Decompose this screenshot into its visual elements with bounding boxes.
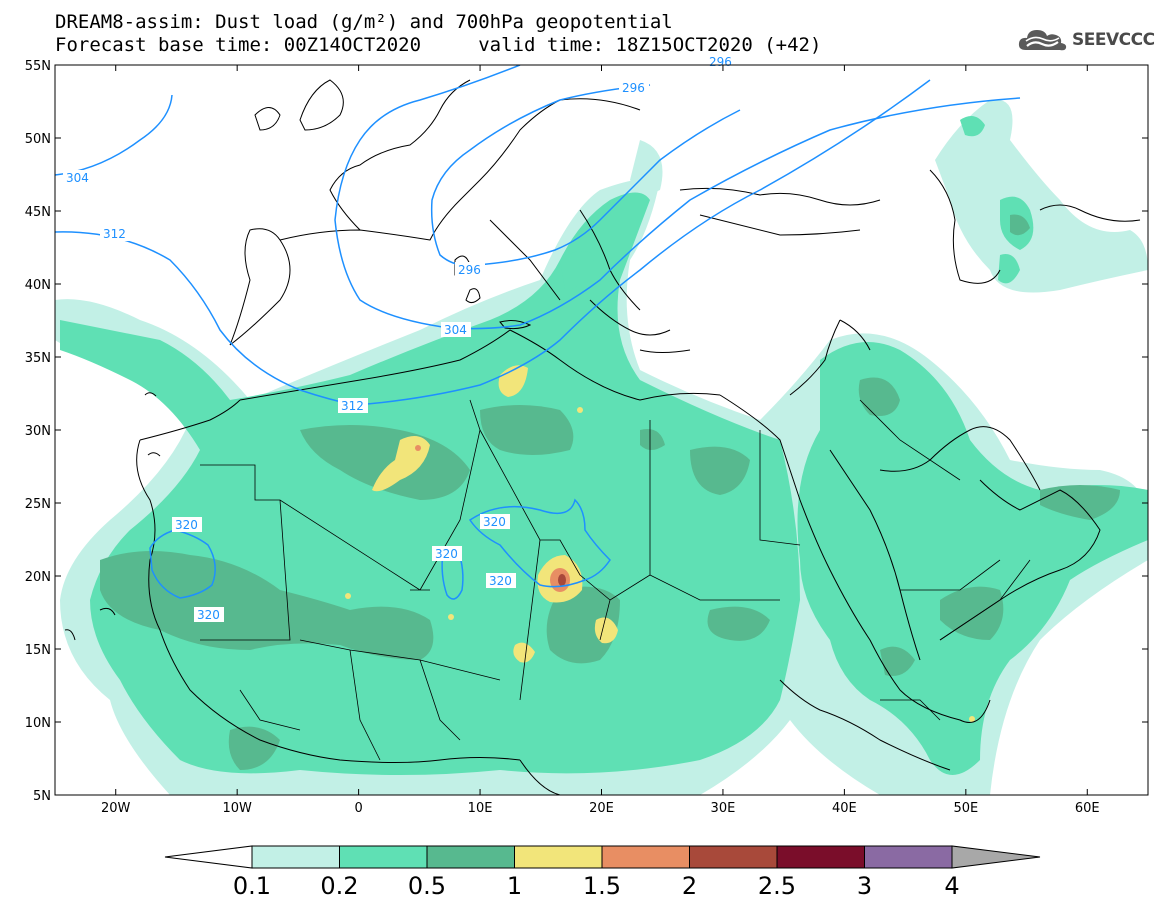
colorbar-label: 1 bbox=[507, 872, 522, 900]
lon-tick-label: 10E bbox=[468, 801, 493, 816]
svg-text:312: 312 bbox=[341, 399, 364, 413]
geopotential-contours bbox=[55, 65, 1021, 600]
colorbar-swatch bbox=[776, 845, 865, 869]
lat-tick-label: 15N bbox=[25, 643, 51, 658]
contour-label: 312 bbox=[100, 226, 130, 241]
country-borders bbox=[200, 399, 1031, 761]
colorbar-swatch bbox=[339, 845, 428, 869]
colorbar-label: 2 bbox=[682, 872, 697, 900]
colorbar-label: 3 bbox=[857, 872, 872, 900]
colorbar-label: 2.5 bbox=[758, 872, 796, 900]
colorbar-label: 0.1 bbox=[233, 872, 271, 900]
map-title: DREAM8-assim: Dust load (g/m²) and 700hP… bbox=[55, 11, 673, 33]
colorbar-swatch bbox=[689, 845, 778, 869]
cloud-icon bbox=[1018, 30, 1067, 51]
lat-tick-label: 55N bbox=[25, 59, 51, 74]
contour-label: 296 bbox=[706, 55, 736, 70]
lat-tick-label: 50N bbox=[25, 132, 51, 147]
colorbar-swatch bbox=[251, 845, 340, 869]
colorbar-swatch bbox=[864, 845, 953, 869]
lon-tick-label: 20E bbox=[589, 801, 614, 816]
contour-label: 320 bbox=[486, 573, 516, 588]
colorbar-swatch bbox=[601, 845, 690, 869]
svg-text:320: 320 bbox=[197, 608, 220, 622]
colorbar-max-arrow bbox=[951, 845, 1041, 869]
lon-tick-label: 30E bbox=[711, 801, 736, 816]
lat-tick-label: 20N bbox=[25, 570, 51, 585]
colorbar-label: 1.5 bbox=[583, 872, 621, 900]
lon-tick-label: 20W bbox=[101, 801, 131, 816]
svg-text:304: 304 bbox=[444, 323, 467, 337]
contour-label: 304 bbox=[441, 322, 471, 337]
colorbar-swatch bbox=[514, 845, 603, 869]
logo-text: SEEVCCC bbox=[1072, 30, 1155, 50]
lat-tick-label: 5N bbox=[33, 789, 51, 804]
contour-labels: 304 312 296 296 304 312 320 320 320 320 … bbox=[63, 55, 736, 622]
contour-label: 304 bbox=[63, 170, 93, 185]
svg-text:296: 296 bbox=[622, 81, 645, 95]
svg-text:296: 296 bbox=[458, 263, 481, 277]
contour-label: 320 bbox=[172, 517, 202, 532]
lat-tick-label: 35N bbox=[25, 351, 51, 366]
lon-tick-label: 40E bbox=[832, 801, 857, 816]
contour-label: 296 bbox=[619, 80, 649, 95]
svg-text:296: 296 bbox=[709, 55, 732, 69]
lon-tick-label: 10W bbox=[222, 801, 252, 816]
contour-label: 320 bbox=[480, 514, 510, 529]
contour-label: 320 bbox=[432, 546, 462, 561]
lat-tick-label: 30N bbox=[25, 424, 51, 439]
axis-ticks bbox=[55, 64, 1148, 796]
contour-label: 296 bbox=[455, 262, 485, 277]
svg-text:320: 320 bbox=[483, 515, 506, 529]
lat-tick-label: 40N bbox=[25, 278, 51, 293]
seevccc-logo: SEEVCCC bbox=[1018, 26, 1155, 54]
longitude-labels: 20W 10W 0 10E 20E 30E 40E 50E 60E bbox=[101, 801, 1100, 816]
contour-label: 312 bbox=[338, 398, 368, 413]
lat-tick-label: 10N bbox=[25, 716, 51, 731]
svg-text:320: 320 bbox=[489, 574, 512, 588]
colorbar: 0.1 0.2 0.5 1 1.5 2 2.5 3 4 bbox=[164, 845, 1041, 900]
dust-layer-2 bbox=[558, 574, 566, 586]
svg-text:320: 320 bbox=[435, 547, 458, 561]
colorbar-label: 0.2 bbox=[320, 872, 358, 900]
lon-tick-label: 0 bbox=[354, 801, 362, 816]
svg-text:312: 312 bbox=[103, 227, 126, 241]
lat-tick-label: 25N bbox=[25, 497, 51, 512]
contour-label: 320 bbox=[194, 607, 224, 622]
lon-tick-label: 60E bbox=[1075, 801, 1100, 816]
colorbar-label: 4 bbox=[944, 872, 959, 900]
colorbar-label: 0.5 bbox=[408, 872, 446, 900]
svg-text:320: 320 bbox=[175, 518, 198, 532]
dust-field bbox=[55, 99, 1148, 795]
colorbar-min-arrow bbox=[164, 845, 253, 869]
forecast-times: Forecast base time: 00Z14OCT2020 valid t… bbox=[55, 34, 822, 56]
lat-tick-label: 45N bbox=[25, 205, 51, 220]
latitude-labels: 55N 50N 45N 40N 35N 30N 25N 20N 15N 10N 5N bbox=[25, 59, 51, 804]
svg-text:304: 304 bbox=[66, 171, 89, 185]
lon-tick-label: 50E bbox=[953, 801, 978, 816]
colorbar-swatch bbox=[426, 845, 515, 869]
